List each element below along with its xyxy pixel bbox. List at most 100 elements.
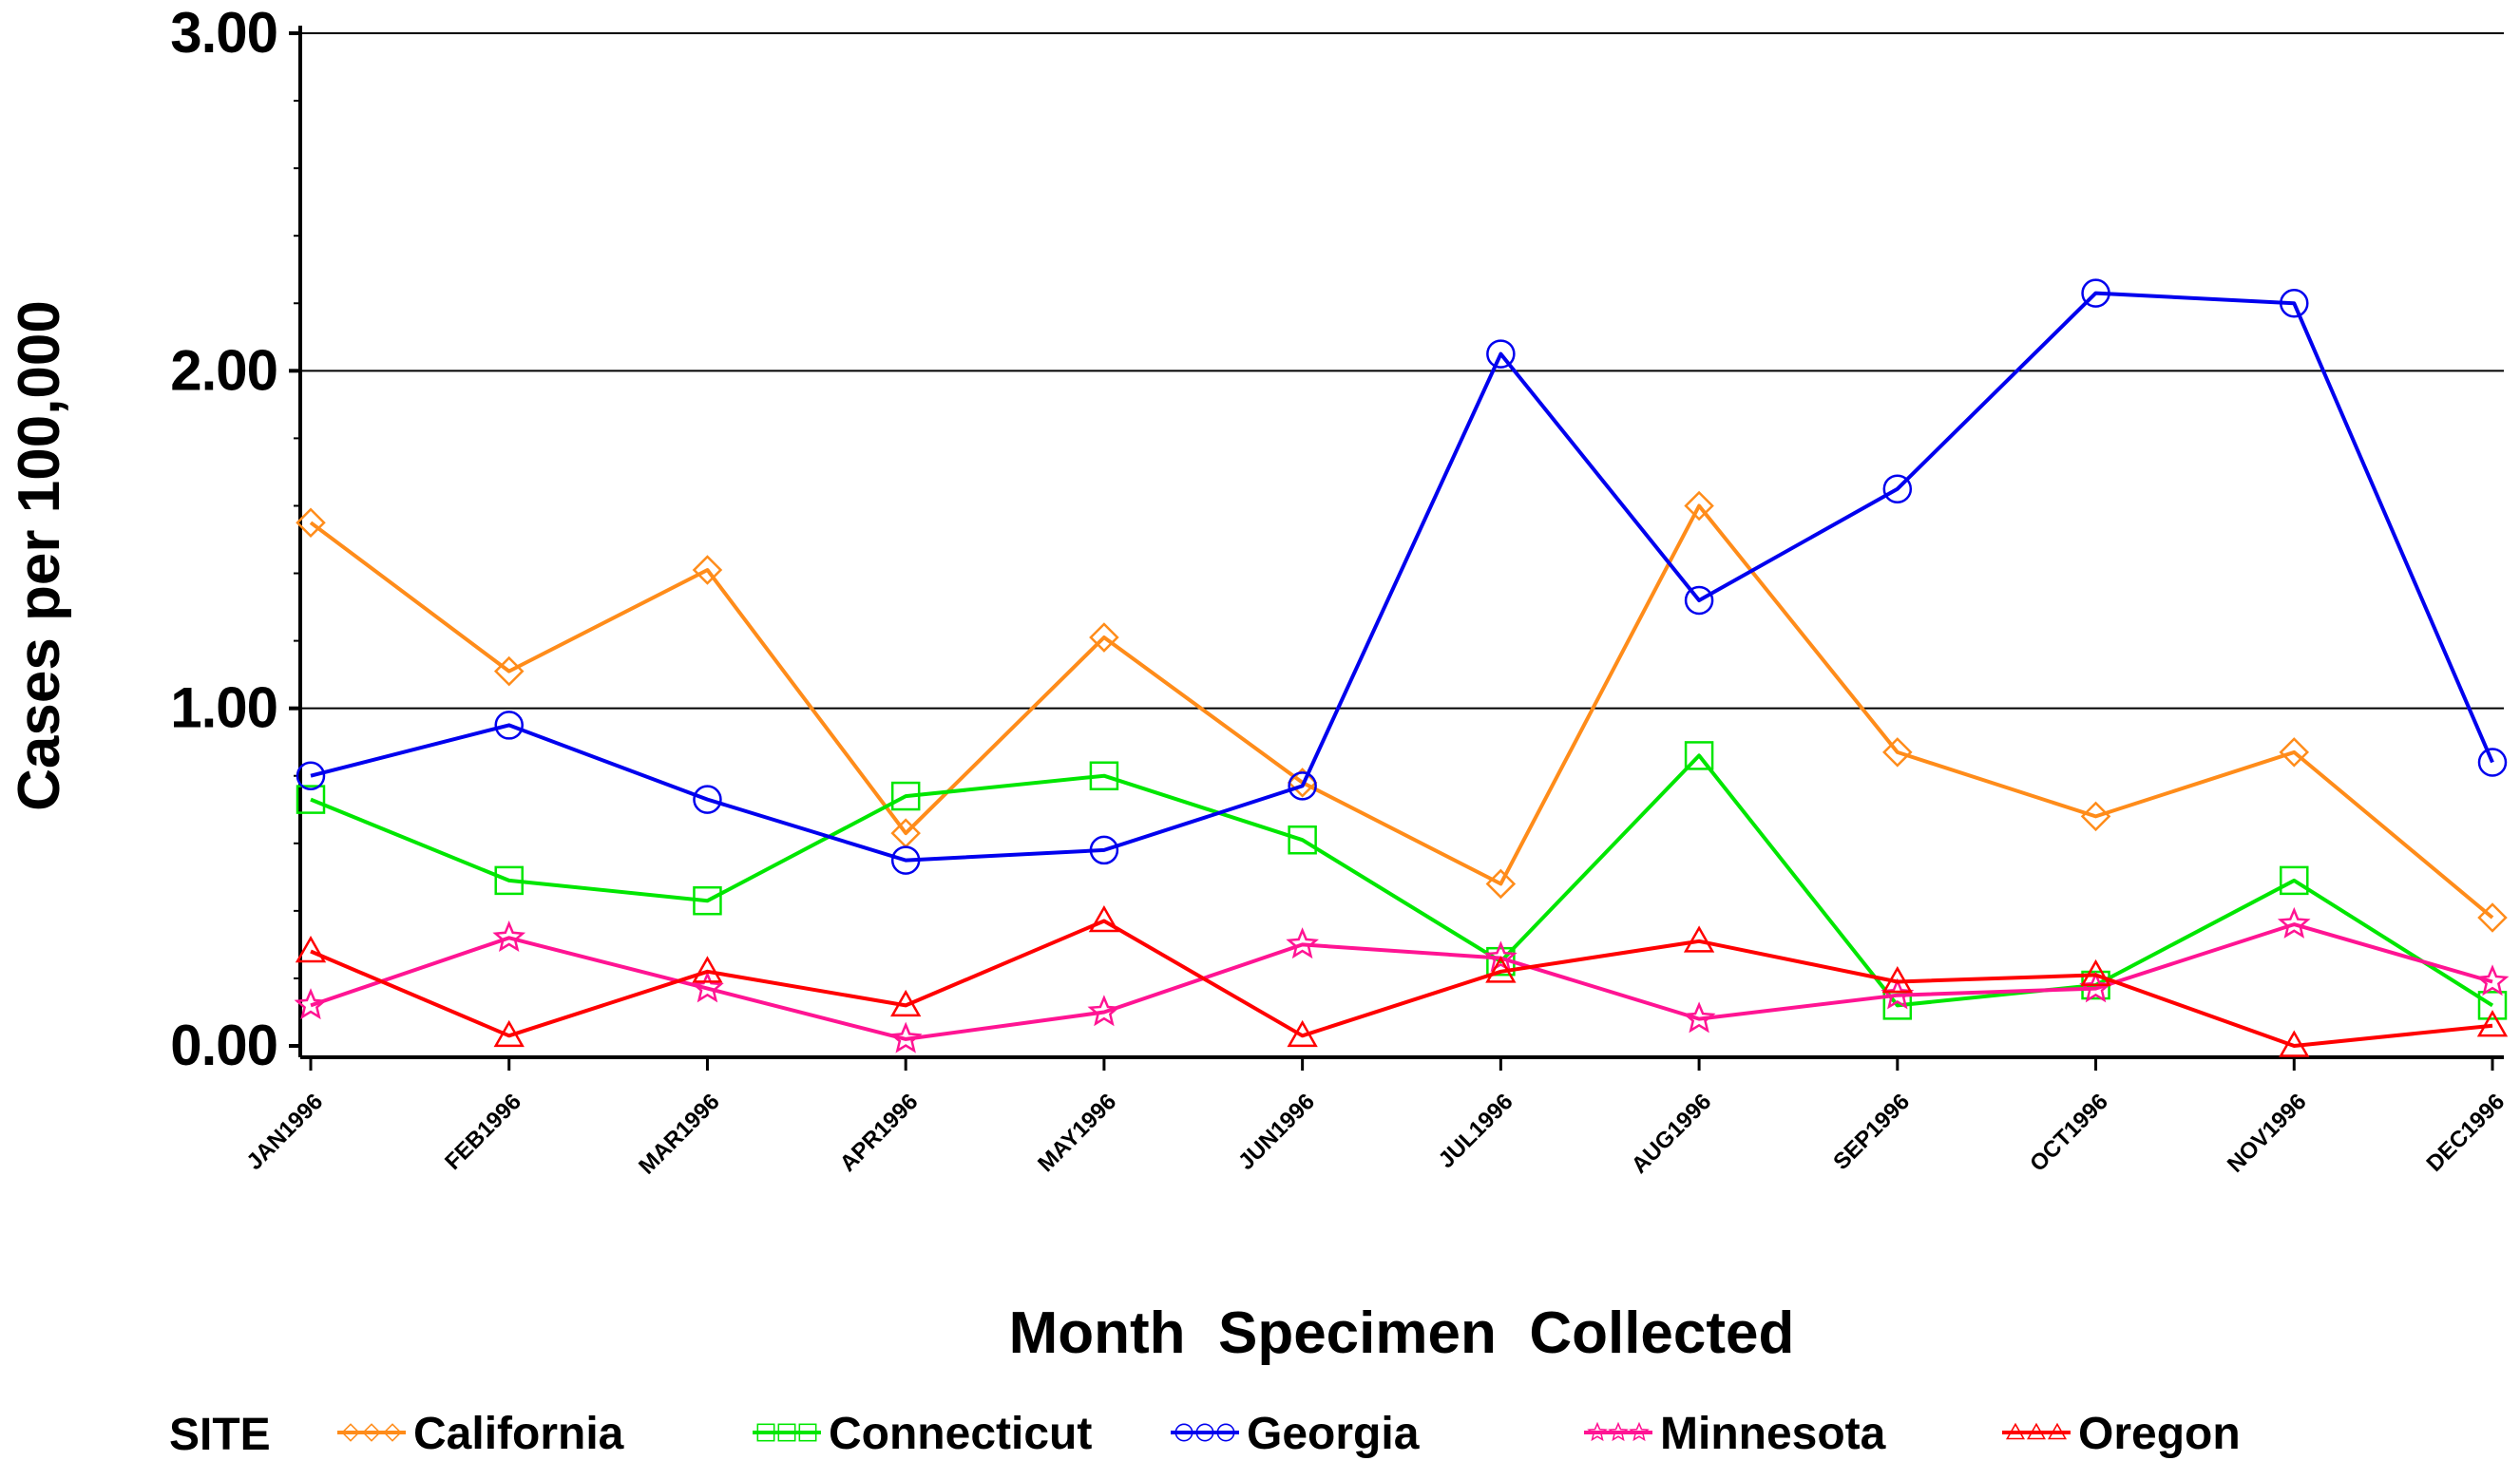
x-tick-label: JAN1996 [241,1089,328,1175]
data-point-oregon [1287,1019,1318,1048]
data-point-oregon [2476,1010,2509,1037]
data-point-minnesota [492,920,526,953]
x-tick-label: OCT1996 [2025,1089,2113,1177]
legend-label-minnesota: Minnesota [1660,1409,1886,1459]
data-point-connecticut [1684,741,1714,770]
y-axis-title: Cases per 100,000 [7,300,72,811]
legend-entry-california: California [337,1409,624,1459]
series-connecticut [296,741,2508,1020]
data-point-georgia [890,845,921,875]
legend-marker-georgia [1216,1423,1235,1442]
legend-marker-oregon [2047,1422,2068,1440]
series-line-california [309,503,2494,920]
legend-marker-california [383,1423,402,1442]
data-point-minnesota [888,1021,923,1053]
legend-entry-minnesota: Minnesota [1584,1409,1886,1459]
data-point-minnesota [1484,940,1518,973]
data-point-minnesota [294,988,328,1020]
series-line-georgia [310,291,2494,863]
x-tick-label: MAR1996 [634,1089,724,1179]
legend-entry-georgia: Georgia [1171,1409,1420,1459]
data-point-oregon [1881,965,1913,994]
data-point-connecticut [1288,825,1317,855]
data-point-california [1485,868,1517,900]
data-point-california [2477,902,2508,933]
legend-marker-georgia [1195,1423,1214,1442]
data-point-california [1287,768,1318,798]
data-point-minnesota [1286,927,1319,959]
data-point-california [2279,737,2310,768]
y-tick-label: 1.00 [170,676,277,740]
data-point-minnesota [1087,995,1121,1027]
legend-marker-minnesota [1587,1421,1608,1442]
legend: SITE California Connecticut Georgia Minneso… [169,1409,2241,1460]
data-point-minnesota [2475,964,2510,996]
gridlines [300,32,2504,710]
series-oregon [295,905,2509,1057]
data-point-oregon [1088,905,1120,933]
data-point-oregon [1683,925,1715,953]
data-point-connecticut [494,865,524,896]
legend-label-connecticut: Connecticut [829,1409,1092,1459]
data-point-georgia [1089,835,1119,865]
legend-entry-connecticut: Connecticut [753,1409,1092,1459]
data-point-minnesota [691,971,724,1003]
data-point-oregon [295,935,327,963]
data-point-connecticut [1089,761,1119,790]
data-point-georgia [1486,339,1516,369]
legend-title: SITE [169,1410,271,1460]
data-point-minnesota [1682,1001,1716,1034]
x-tick-label: JUN1996 [1233,1089,1320,1175]
x-tick-label: MAY1996 [1033,1089,1121,1177]
x-tick-label: FEB1996 [440,1089,526,1175]
data-point-oregon [692,956,723,983]
legend-marker-minnesota [1629,1421,1650,1442]
data-point-california [692,555,723,585]
data-point-oregon [2279,1030,2310,1057]
legend-label-california: California [413,1409,624,1459]
legend-marker-connecticut [777,1423,796,1442]
y-tick-labels: 0.00 1.00 2.00 3.00 [170,1,278,1077]
data-point-california [1684,490,1714,522]
legend-marker-connecticut [756,1423,775,1442]
legend-marker-california [341,1423,360,1442]
series-california [296,490,2508,933]
data-point-georgia [1684,585,1714,616]
legend-marker-oregon [2005,1422,2026,1440]
data-point-california [296,507,326,539]
legend-marker-minnesota [1608,1421,1629,1442]
series-minnesota [294,906,2510,1053]
series-line-minnesota [310,922,2493,1041]
data-point-connecticut [693,885,722,916]
data-point-california [1882,737,1913,768]
x-tick-labels: JAN1996 FEB1996 MAR1996 APR1996 MAY1996 JUN19… [241,1089,2510,1179]
data-point-oregon [890,989,922,1017]
legend-label-georgia: Georgia [1247,1409,1420,1459]
x-tick-label: JUL1996 [1434,1089,1518,1173]
data-point-georgia [494,711,524,740]
legend-marker-georgia [1174,1423,1193,1442]
legend-marker-california [362,1423,381,1442]
y-tick-label: 0.00 [170,1014,277,1077]
y-tick-label: 2.00 [170,338,277,402]
legend-marker-oregon [2026,1422,2047,1440]
legend-entry-oregon: Oregon [2002,1409,2241,1459]
data-point-georgia [296,761,326,790]
data-point-oregon [2080,958,2111,987]
series-group [294,278,2510,1057]
data-point-georgia [2081,278,2110,308]
data-point-oregon [493,1019,525,1048]
x-tick-label: NOV1996 [2223,1089,2312,1178]
legend-marker-connecticut [798,1423,817,1442]
x-axis-title: Month Specimen Collected [1009,1300,1795,1366]
data-point-georgia [2280,289,2309,318]
data-point-california [1089,622,1119,653]
x-tick-label: AUG1996 [1627,1089,1717,1179]
x-tick-label: SEP1996 [1828,1089,1915,1175]
data-point-connecticut [2477,991,2508,1020]
x-tick-label: DEC1996 [2422,1089,2510,1177]
series-georgia [296,278,2508,875]
data-point-georgia [2477,748,2508,777]
data-point-california [2080,801,2111,832]
